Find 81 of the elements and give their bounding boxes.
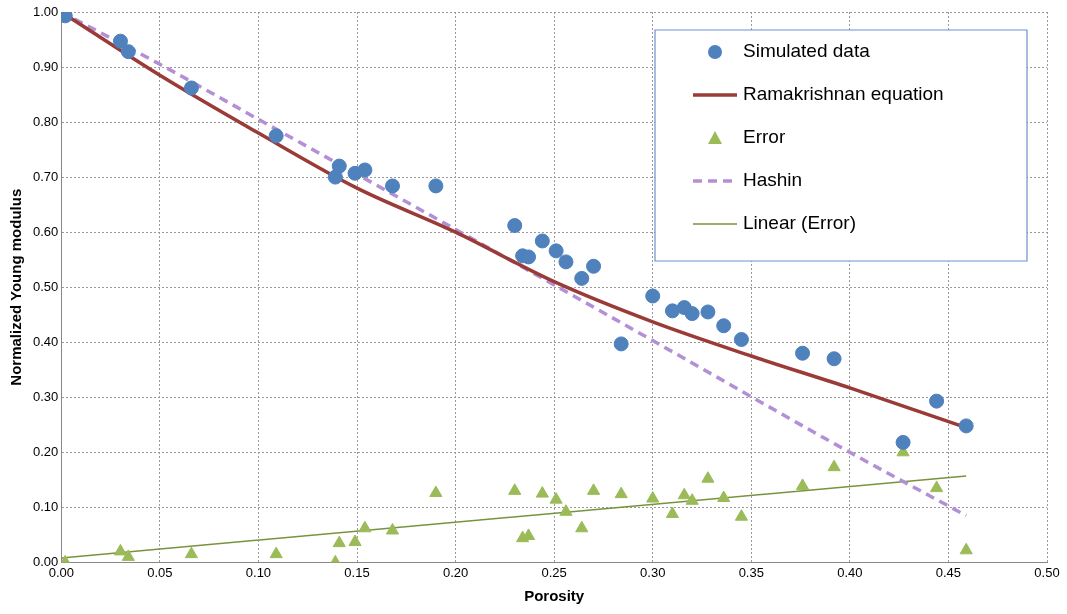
point [385, 178, 400, 194]
point [113, 543, 128, 556]
point [508, 483, 522, 495]
point [534, 233, 550, 249]
point [112, 33, 128, 49]
point [268, 128, 284, 144]
point [586, 258, 602, 274]
point [184, 546, 198, 559]
point [716, 318, 732, 334]
point [665, 506, 679, 518]
point [613, 336, 629, 352]
point [826, 351, 842, 367]
point [733, 331, 749, 347]
point [684, 306, 700, 322]
point [795, 478, 810, 490]
point [348, 534, 362, 547]
y-tick-label: 0.20 [32, 443, 59, 459]
y-tick-label: 0.90 [32, 58, 59, 74]
x-tick-label: 0.10 [245, 564, 272, 580]
point [120, 44, 136, 60]
point [331, 158, 347, 174]
legend-label: Error [743, 126, 786, 148]
point [574, 270, 590, 286]
point [734, 509, 748, 521]
point [587, 483, 601, 495]
point [614, 486, 628, 499]
point [507, 218, 523, 234]
x-tick-label: 0.30 [640, 564, 666, 580]
x-tick-label: 0.05 [147, 564, 173, 580]
point [700, 304, 716, 320]
point [795, 345, 811, 361]
point [548, 243, 564, 259]
point [332, 535, 346, 548]
point [664, 303, 680, 319]
point [677, 487, 691, 500]
y-tick-label: 0.60 [32, 223, 59, 239]
point [575, 520, 589, 533]
point [535, 486, 549, 498]
y-tick-label: 0.80 [32, 113, 59, 129]
legend-label: Linear (Error) [743, 212, 856, 234]
point [428, 178, 444, 194]
point [701, 471, 715, 483]
point [358, 520, 372, 533]
x-tick-label: 0.45 [935, 564, 962, 580]
point [549, 492, 563, 504]
x-axis-title: Porosity [524, 587, 585, 605]
point [121, 549, 135, 561]
point [717, 490, 731, 502]
point [183, 80, 199, 96]
point [429, 485, 443, 498]
y-tick-label: 0.70 [32, 168, 59, 184]
point [385, 522, 400, 535]
legend-label: Simulated data [743, 40, 871, 62]
legend-label: Ramakrishnan equation [743, 83, 944, 105]
x-tick-label: 0.50 [1034, 564, 1060, 580]
point [357, 162, 373, 178]
y-tick-label: 0.00 [32, 553, 59, 569]
point [929, 393, 945, 409]
x-tick-label: 0.25 [541, 564, 567, 580]
y-axis-title: Normalized Young modulus [7, 188, 25, 386]
x-tick-label: 0.15 [344, 564, 370, 580]
point [685, 493, 699, 505]
x-tick-label: 0.35 [738, 564, 764, 580]
point [646, 491, 660, 503]
y-tick-label: 1.00 [32, 3, 59, 19]
point [827, 459, 841, 472]
point [645, 288, 661, 304]
point [559, 504, 573, 516]
y-tick-label: 0.30 [32, 388, 59, 404]
y-tick-label: 0.10 [32, 498, 59, 514]
point [558, 254, 574, 270]
x-tick-label: 0.20 [442, 564, 469, 580]
point [895, 434, 911, 450]
point [269, 546, 283, 559]
point [959, 542, 973, 555]
point [958, 418, 974, 434]
legend-label: Hashin [743, 169, 803, 191]
y-tick-label: 0.40 [32, 333, 59, 349]
point [930, 480, 944, 493]
y-tick-label: 0.50 [32, 278, 59, 294]
x-tick-label: 0.40 [837, 564, 863, 580]
